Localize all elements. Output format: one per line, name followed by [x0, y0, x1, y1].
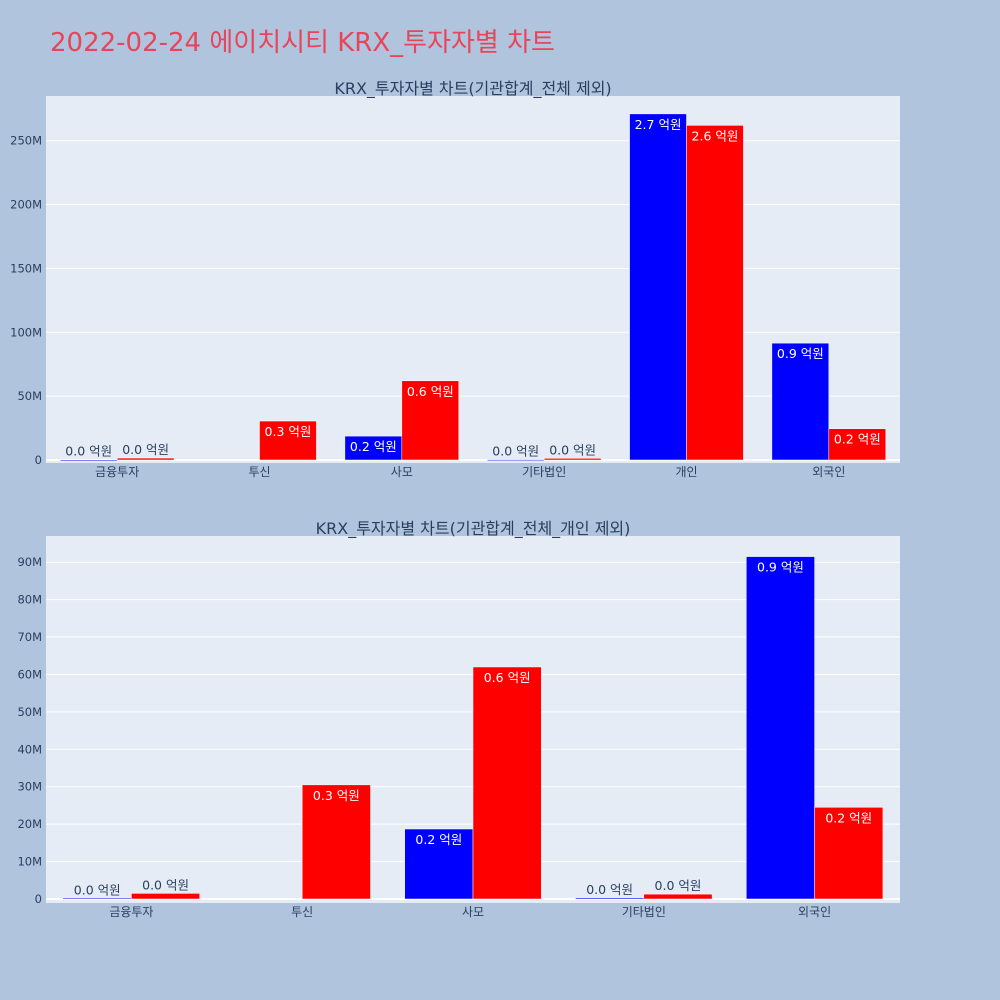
- y-tick-label: 100M: [10, 325, 42, 339]
- y-tick-label: 0: [35, 892, 42, 906]
- bar: [643, 893, 713, 900]
- y-tick-label: 10M: [17, 855, 42, 869]
- y-tick-label: 150M: [10, 261, 42, 275]
- data-label: 0.6 억원: [407, 384, 454, 399]
- x-tick-label: 투신: [291, 905, 313, 919]
- data-label: 0.0 억원: [549, 442, 596, 457]
- y-tick-label: 80M: [17, 593, 42, 607]
- data-label: 2.6 억원: [692, 128, 739, 143]
- chart-title: KRX_투자자별 차트(기관합계_전체 제외): [334, 79, 611, 99]
- y-tick-label: 40M: [17, 742, 42, 756]
- data-label: 0.3 억원: [313, 788, 360, 803]
- y-tick-label: 200M: [10, 198, 42, 212]
- bar: [686, 125, 744, 461]
- data-label: 0.2 억원: [834, 432, 881, 447]
- bar: [401, 380, 460, 461]
- bar: [575, 897, 645, 900]
- x-tick-label: 기타법인: [522, 465, 566, 479]
- y-tick-label: 60M: [17, 667, 42, 681]
- y-tick-label: 90M: [17, 555, 42, 569]
- data-label: 0.0 억원: [74, 882, 121, 897]
- y-tick-label: 250M: [10, 134, 42, 148]
- y-tick-label: 20M: [17, 817, 42, 831]
- bar: [771, 342, 830, 461]
- bar: [828, 428, 887, 461]
- data-label: 0.2 억원: [825, 810, 872, 825]
- bar: [259, 420, 317, 461]
- y-tick-label: 0: [35, 453, 42, 467]
- x-tick-label: 사모: [391, 465, 413, 479]
- bar: [59, 459, 118, 461]
- bar: [543, 458, 602, 461]
- x-tick-label: 외국인: [798, 905, 831, 919]
- y-tick-label: 50M: [17, 389, 42, 403]
- x-tick-label: 투신: [248, 465, 270, 479]
- chart-2: 0 10M 20M 30M 40M 50M 60M 70M 80M 90M KRX_투자자별 차트(…: [17, 519, 900, 919]
- bar: [131, 893, 200, 900]
- x-tick-label: 금융투자: [95, 465, 139, 479]
- bar: [472, 666, 542, 900]
- bar: [62, 898, 132, 900]
- data-label: 0.2 억원: [415, 832, 462, 847]
- page-title: 2022-02-24 에이치시티 KRX_투자자별 차트: [50, 28, 555, 58]
- bar: [404, 828, 474, 900]
- data-label: 0.3 억원: [265, 424, 312, 439]
- chart-1: 0 50M 100M 150M 200M 250M KRX_투자자별 차트(기관합계_전체 …: [10, 79, 900, 479]
- x-tick-label: 금융투자: [109, 905, 153, 919]
- data-label: 0.0 억원: [65, 444, 112, 459]
- y-tick-label: 70M: [17, 630, 42, 644]
- bar: [746, 556, 815, 900]
- data-label: 2.7 억원: [635, 117, 682, 132]
- data-label: 0.2 억원: [350, 439, 397, 454]
- bar: [814, 807, 884, 900]
- plot-background: [46, 96, 900, 463]
- data-label: 0.0 억원: [122, 442, 169, 457]
- bar: [116, 457, 175, 461]
- x-tick-label: 개인: [675, 465, 697, 479]
- data-label: 0.0 억원: [492, 444, 539, 459]
- y-tick-label: 50M: [17, 705, 42, 719]
- bar: [486, 459, 545, 461]
- data-label: 0.9 억원: [777, 346, 824, 361]
- bar: [301, 784, 371, 900]
- x-tick-label: 외국인: [812, 465, 845, 479]
- bar: [629, 113, 687, 461]
- x-tick-label: 사모: [462, 905, 484, 919]
- chart-title: KRX_투자자별 차트(기관합계_전체_개인 제외): [316, 519, 631, 539]
- data-label: 0.9 억원: [757, 560, 804, 575]
- y-tick-label: 30M: [17, 780, 42, 794]
- data-label: 0.0 억원: [655, 878, 702, 893]
- x-tick-label: 기타법인: [622, 905, 666, 919]
- data-label: 0.0 억원: [586, 882, 633, 897]
- data-label: 0.0 억원: [142, 877, 189, 892]
- data-label: 0.6 억원: [484, 670, 531, 685]
